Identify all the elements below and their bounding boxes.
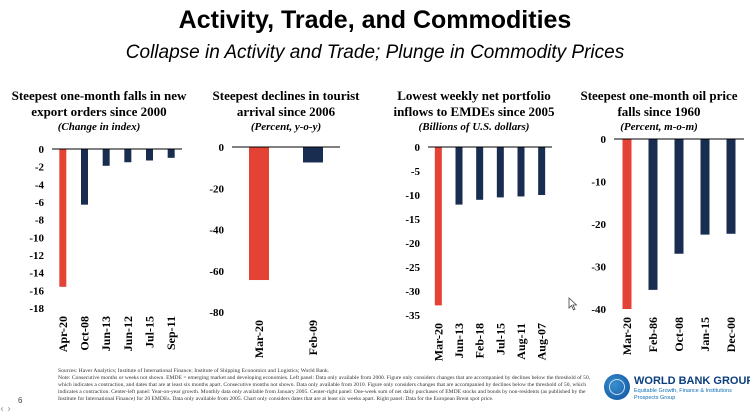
bar-jun-12: [124, 149, 132, 163]
y-tick-label: -10: [29, 232, 44, 244]
y-tick-label: -30: [591, 262, 606, 274]
y-tick-label: -5: [411, 166, 421, 178]
y-tick-label: -20: [405, 238, 420, 250]
bar-feb-86: [648, 139, 658, 290]
note-text: Note: Consecutive months or weeks not sh…: [58, 375, 591, 402]
logo-tagline-2: Prospects Group: [634, 394, 676, 401]
y-tick-label: -12: [29, 250, 44, 262]
bar-mar-20: [622, 139, 632, 309]
logo-tagline-1: Equitable Growth, Finance & Institutions: [634, 388, 732, 394]
x-tick-label: Mar-20: [431, 323, 445, 361]
page-number: 6: [18, 396, 23, 405]
y-tick-label: -14: [29, 268, 44, 280]
y-tick-label: 0: [601, 134, 607, 146]
x-tick-label: Jun-13: [452, 323, 466, 358]
y-tick-label: 0: [39, 144, 45, 156]
x-tick-label: Feb-18: [473, 323, 487, 358]
panel-title-oil-prices: Steepest one-month oil price falls since…: [580, 88, 738, 119]
bar-oct-08: [674, 139, 684, 254]
y-tick-label: -30: [405, 286, 420, 298]
globe-icon: [604, 374, 630, 400]
panel-subtitle-tourist-arrivals: (Percent, y-o-y): [250, 121, 322, 133]
logo-tagline: Equitable Growth, Finance & Institutions…: [634, 388, 732, 401]
y-tick-label: 0: [415, 142, 421, 154]
page-subtitle: Collapse in Activity and Trade; Plunge i…: [125, 42, 625, 63]
x-tick-label: Mar-20: [252, 320, 266, 358]
bar-jun-13: [102, 149, 110, 166]
x-tick-label: Jan-15: [698, 317, 712, 352]
bar-oct-08: [81, 149, 88, 205]
y-tick-label: -60: [209, 266, 224, 278]
y-tick-label: -20: [591, 219, 606, 231]
bar-mar-20: [434, 147, 442, 306]
y-tick-label: -80: [209, 307, 224, 319]
panel-subtitle-oil-prices: (Percent, m-o-m): [620, 121, 698, 133]
mouse-cursor-icon: [568, 297, 578, 311]
panel-title-export-orders: Steepest one-month falls in new export o…: [11, 88, 187, 119]
x-tick-label: Jun-12: [121, 316, 135, 351]
x-tick-label: Feb-86: [646, 317, 660, 352]
x-tick-label: Jul-15: [143, 316, 157, 348]
y-tick-label: -15: [405, 214, 420, 226]
bar-apr-20: [59, 149, 67, 287]
bar-jul-15: [146, 149, 153, 161]
y-tick-label: -10: [405, 190, 420, 202]
y-tick-label: -8: [35, 215, 45, 227]
bar-feb-09: [303, 147, 323, 163]
page-title: Activity, Trade, and Commodities: [178, 6, 572, 34]
x-tick-label: Feb-09: [306, 320, 320, 355]
y-tick-label: -6: [35, 197, 45, 209]
bar-jun-13: [455, 147, 463, 205]
slide-nav-arrows[interactable]: ‹ ›: [0, 404, 12, 415]
source-text: Sources: Haver Analytics; Institute of I…: [58, 368, 330, 374]
y-tick-label: -40: [209, 225, 224, 237]
panel-title-tourist-arrivals: Steepest declines in tourist arrival sin…: [212, 88, 360, 119]
x-tick-label: Aug-07: [535, 323, 549, 360]
x-tick-label: Sep-11: [164, 316, 178, 350]
source-notes: Sources: Haver Analytics; Institute of I…: [58, 368, 598, 403]
bar-jan-15: [700, 139, 710, 235]
y-tick-label: -10: [591, 177, 606, 189]
x-tick-label: Jun-13: [99, 316, 113, 351]
y-tick-label: -4: [35, 179, 45, 191]
bar-jul-15: [496, 147, 504, 198]
x-tick-label: Aug-11: [514, 323, 528, 360]
bar-feb-18: [476, 147, 484, 200]
y-tick-label: -18: [29, 303, 44, 315]
x-tick-label: Jul-15: [493, 323, 507, 355]
bar-aug-11: [517, 147, 525, 197]
x-tick-label: Dec-00: [724, 317, 738, 352]
bar-aug-07: [538, 147, 546, 195]
x-tick-label: Mar-20: [620, 317, 634, 355]
panel-title-portfolio-inflows: Lowest weekly net portfolio inflows to E…: [393, 88, 555, 119]
y-tick-label: -40: [591, 304, 606, 316]
x-tick-label: Oct-08: [672, 317, 686, 352]
bar-sep-11: [167, 149, 175, 158]
y-tick-label: -25: [405, 262, 420, 274]
logo-name: WORLD BANK GROUP: [634, 375, 750, 387]
bar-dec-00: [726, 139, 736, 234]
y-tick-label: 0: [219, 142, 225, 154]
x-tick-label: Oct-08: [78, 316, 92, 351]
y-tick-label: -2: [35, 162, 45, 174]
y-tick-label: -35: [405, 310, 420, 322]
y-tick-label: -20: [209, 183, 224, 195]
panel-subtitle-portfolio-inflows: (Billions of U.S. dollars): [418, 121, 530, 133]
bar-mar-20: [249, 147, 269, 281]
panel-subtitle-export-orders: (Change in index): [57, 121, 141, 133]
x-tick-label: Apr-20: [56, 316, 70, 352]
world-bank-logo: WORLD BANK GROUP Equitable Growth, Finan…: [604, 372, 750, 404]
y-tick-label: -16: [29, 285, 44, 297]
